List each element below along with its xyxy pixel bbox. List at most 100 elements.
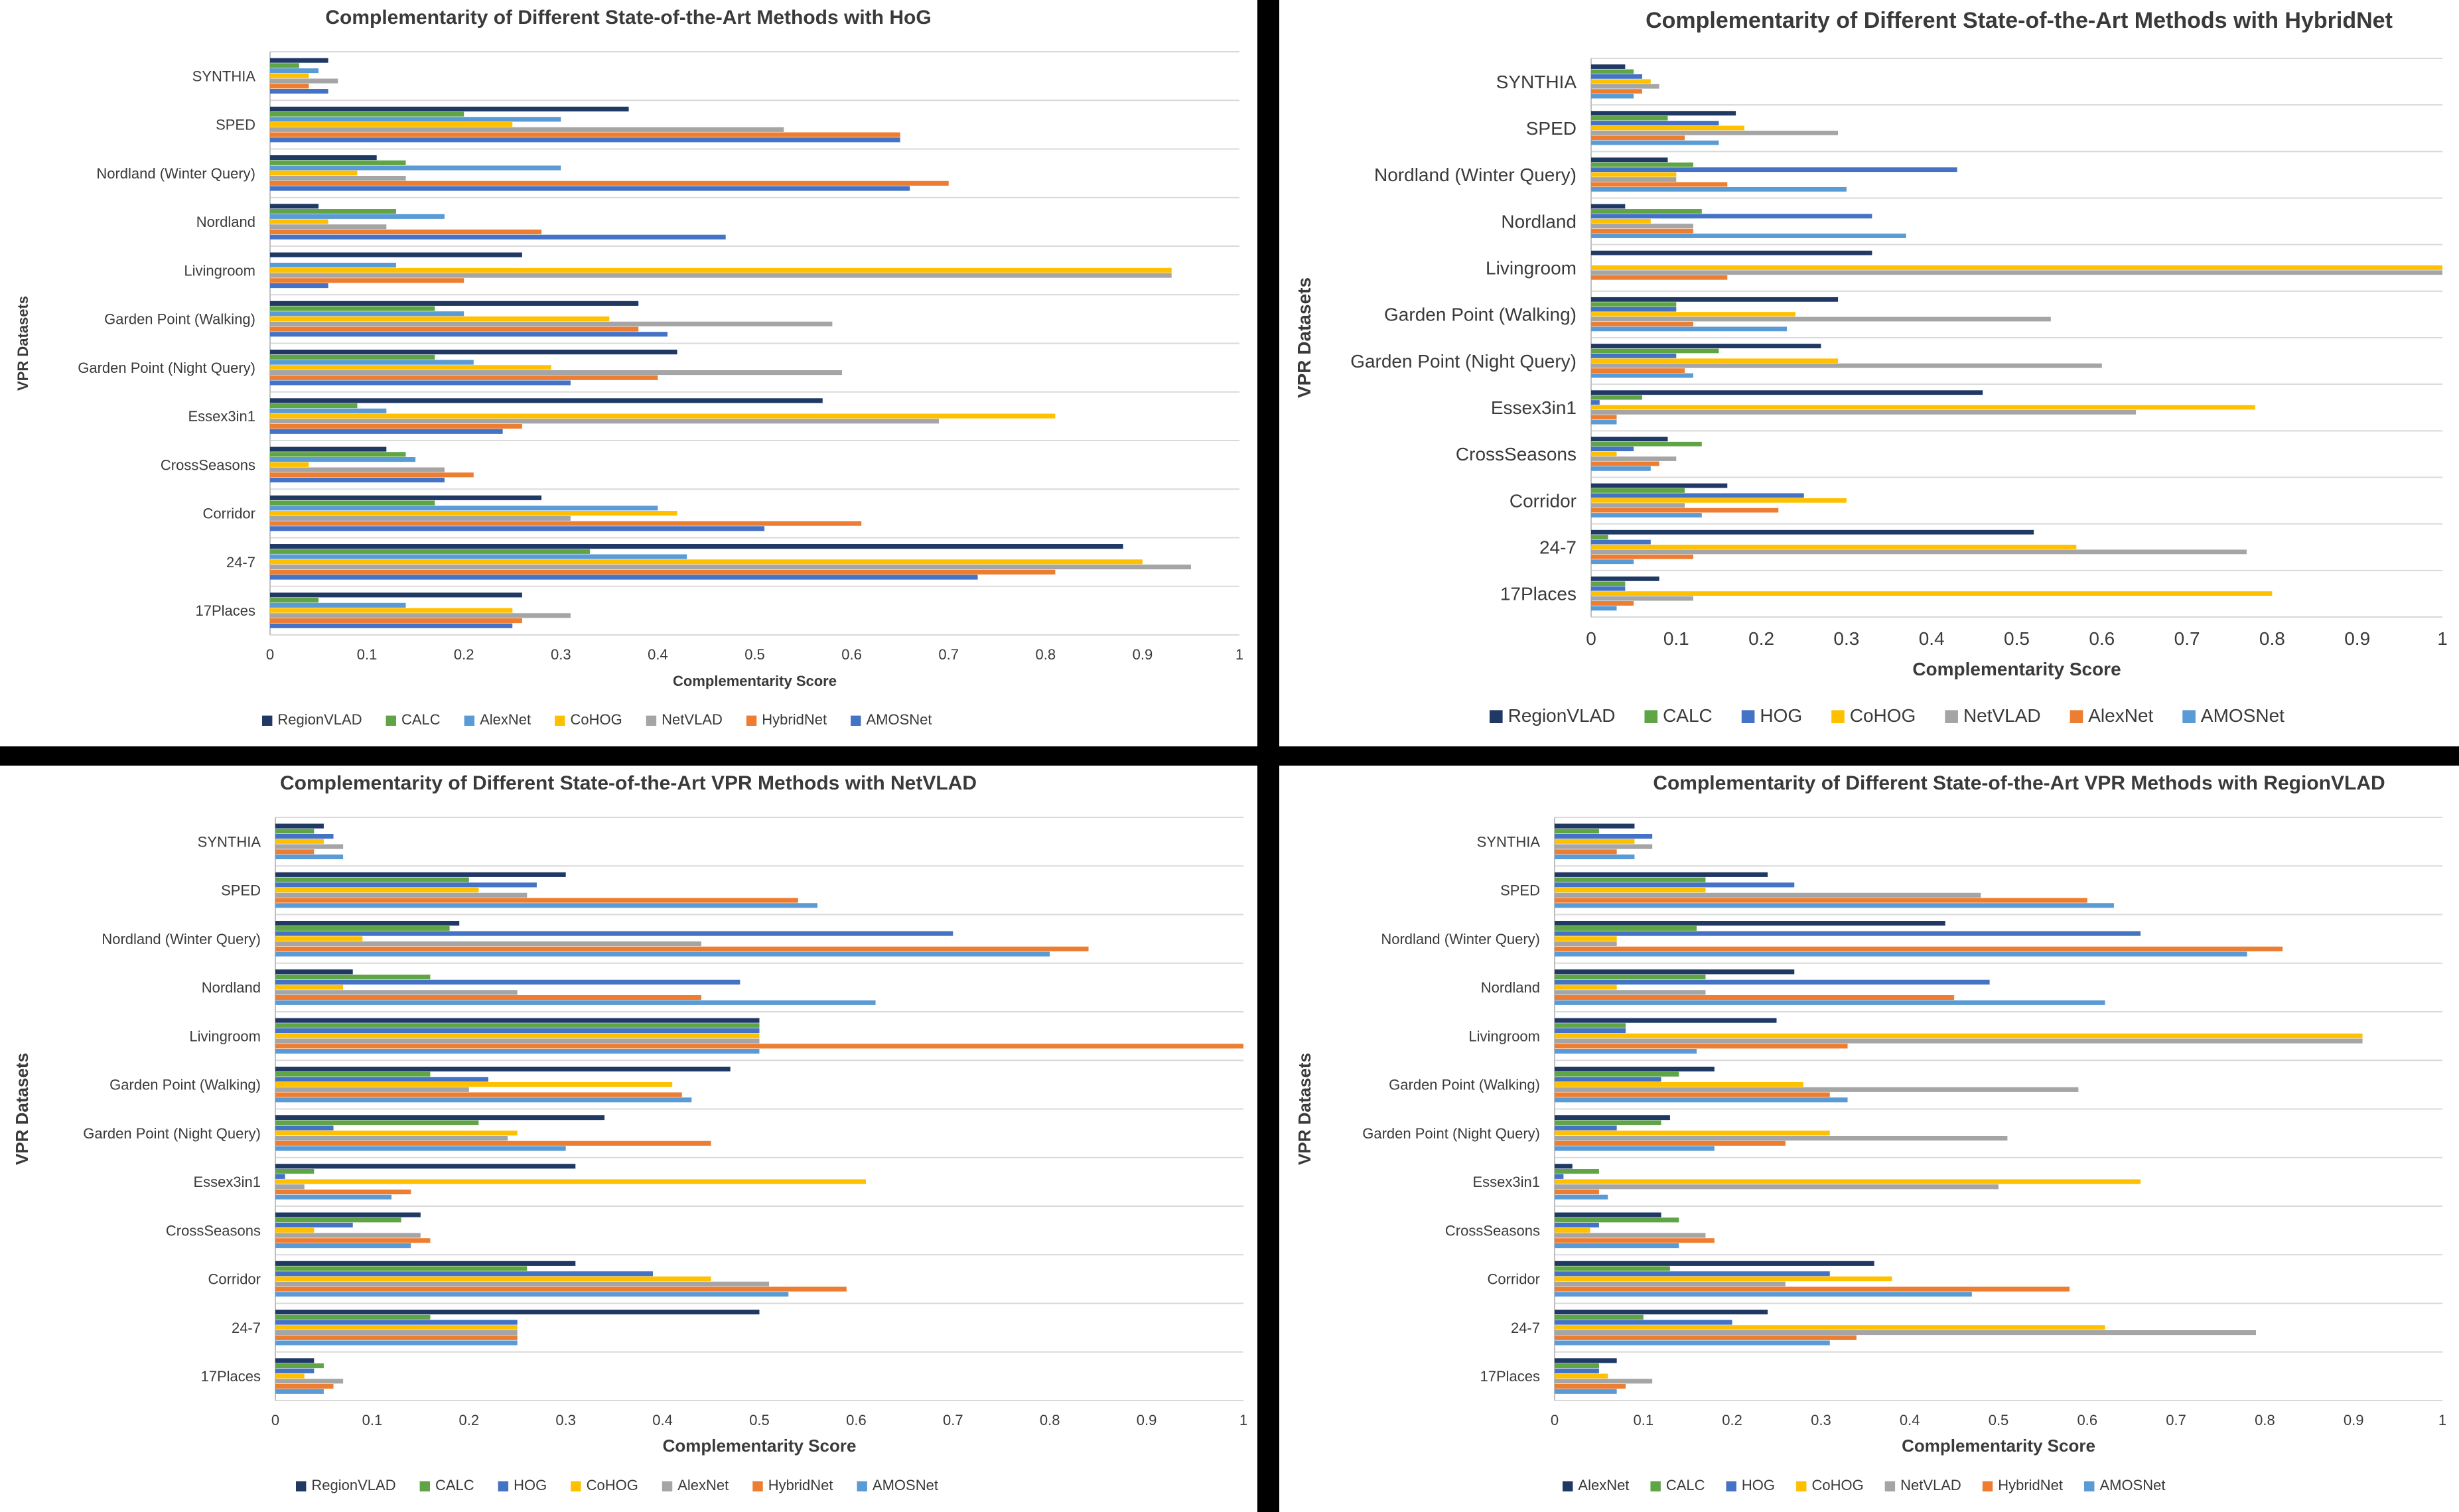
category-label: Nordland (Winter Query) bbox=[96, 165, 255, 182]
bar-regionvlad-garden-point-walking bbox=[1591, 297, 1839, 302]
legend-entry: AMOSNet bbox=[2099, 1477, 2165, 1493]
bar-netvlad-garden-point-night-query bbox=[270, 370, 842, 376]
bar-hog-garden-point-night-query bbox=[1555, 1125, 1617, 1131]
bar-hog-nordland-winter-query bbox=[1555, 931, 2141, 936]
bar-calc-essex3in1 bbox=[275, 1169, 315, 1174]
bar-cohog-17places bbox=[1555, 1373, 1608, 1379]
bar-alexnet-corridor bbox=[1555, 1261, 1874, 1266]
bar-cohog-nordland bbox=[270, 219, 328, 224]
bar-amosnet-17places bbox=[1555, 1389, 1617, 1394]
bar-hybridnet-corridor bbox=[275, 1286, 847, 1292]
bar-calc-nordland-winter-query bbox=[1591, 162, 1693, 167]
bar-alexnet-sped bbox=[275, 892, 527, 898]
x-tick-label: 1 bbox=[1235, 646, 1243, 663]
bar-netvlad-synthia bbox=[1555, 844, 1653, 849]
bar-alexnet-nordland-winter-query bbox=[1591, 182, 1728, 187]
bar-calc-nordland-winter-query bbox=[270, 160, 406, 165]
bar-regionvlad-24-7 bbox=[1591, 529, 2034, 535]
legend-swatch bbox=[646, 715, 657, 726]
bar-calc-sped bbox=[275, 877, 469, 882]
bar-regionvlad-garden-point-walking bbox=[270, 301, 639, 306]
bar-hog-livingroom bbox=[275, 1028, 760, 1034]
bar-cohog-livingroom bbox=[1555, 1033, 2363, 1038]
bar-alexnet-17places bbox=[275, 1379, 344, 1384]
bar-cohog-24-7 bbox=[1591, 545, 2077, 549]
bar-calc-sped bbox=[1555, 877, 1706, 882]
bar-regionvlad-24-7 bbox=[270, 544, 1123, 549]
bar-cohog-essex3in1 bbox=[275, 1179, 866, 1184]
chart-svg-regionvlad: Complementarity of Different State-of-th… bbox=[1295, 772, 2446, 1493]
bar-netvlad-corridor bbox=[1555, 1281, 1786, 1286]
legend-entry: RegionVLAD bbox=[311, 1477, 395, 1493]
bar-amosnet-corridor bbox=[1591, 513, 1702, 517]
bar-calc-crossseasons bbox=[270, 452, 406, 457]
legend-swatch bbox=[746, 715, 757, 726]
bar-cohog-essex3in1 bbox=[1591, 405, 2255, 410]
bar-regionvlad-24-7 bbox=[275, 1310, 760, 1315]
bar-amosnet-garden-point-night-query bbox=[275, 1146, 566, 1151]
category-label: 17Places bbox=[1500, 584, 1577, 604]
bar-amosnet-24-7 bbox=[275, 1340, 518, 1345]
bar-hybridnet-24-7 bbox=[275, 1335, 518, 1340]
bar-alexnet-synthia bbox=[1591, 89, 1642, 94]
category-label: 24-7 bbox=[232, 1320, 261, 1336]
bar-hog-essex3in1 bbox=[1591, 400, 1600, 405]
legend-swatch bbox=[555, 715, 565, 726]
bar-hog-24-7 bbox=[1591, 539, 1651, 545]
x-tick-label: 0.8 bbox=[2255, 1412, 2275, 1428]
category-label: Garden Point (Night Query) bbox=[78, 360, 255, 376]
bar-hog-nordland bbox=[1555, 979, 1990, 985]
x-tick-label: 0.8 bbox=[1040, 1412, 1060, 1428]
category-label: 17Places bbox=[200, 1368, 261, 1385]
category-label: SYNTHIA bbox=[1496, 72, 1577, 92]
bar-netvlad-17places bbox=[270, 613, 571, 618]
legend-entry: CoHOG bbox=[1850, 705, 1916, 726]
bar-alexnet-sped bbox=[1591, 135, 1685, 141]
bar-cohog-garden-point-night-query bbox=[270, 365, 551, 370]
legend-swatch bbox=[2084, 1481, 2095, 1491]
bar-calc-nordland-winter-query bbox=[275, 926, 450, 931]
bar-hog-crossseasons bbox=[275, 1223, 353, 1228]
bar-netvlad-17places bbox=[1591, 596, 1693, 601]
bar-cohog-crossseasons bbox=[1591, 451, 1617, 456]
bar-amosnet-sped bbox=[275, 903, 818, 908]
category-label: Nordland bbox=[1501, 211, 1577, 232]
category-label: CrossSeasons bbox=[1456, 444, 1577, 464]
x-tick-label: 0 bbox=[1586, 628, 1596, 649]
legend-entry: NetVLAD bbox=[1900, 1477, 1961, 1493]
category-label: Livingroom bbox=[1468, 1028, 1540, 1044]
bar-hog-17places bbox=[1591, 586, 1626, 591]
category-label: CrossSeasons bbox=[1445, 1222, 1540, 1239]
chart-panel-regionvlad: Complementarity of Different State-of-th… bbox=[1279, 766, 2459, 1512]
bar-netvlad-livingroom bbox=[270, 273, 1172, 278]
bar-alexnet-corridor bbox=[270, 506, 658, 511]
bar-cohog-nordland bbox=[275, 985, 344, 990]
x-tick-label: 0.9 bbox=[2344, 628, 2370, 649]
bar-amosnet-livingroom bbox=[270, 283, 328, 289]
x-tick-label: 0.9 bbox=[2344, 1412, 2364, 1428]
bar-alexnet-nordland bbox=[270, 214, 445, 219]
bar-amosnet-crossseasons bbox=[1591, 466, 1651, 471]
bar-amosnet-nordland bbox=[1591, 234, 1906, 238]
bar-netvlad-garden-point-night-query bbox=[1555, 1135, 2008, 1141]
bar-hybridnet-nordland bbox=[275, 995, 701, 1000]
bar-netvlad-garden-point-walking bbox=[270, 321, 833, 326]
bar-cohog-garden-point-walking bbox=[275, 1082, 673, 1087]
bar-cohog-garden-point-walking bbox=[270, 316, 610, 322]
bar-calc-essex3in1 bbox=[1555, 1169, 1599, 1174]
bar-alexnet-garden-point-night-query bbox=[1591, 368, 1685, 374]
bar-alexnet-garden-point-night-query bbox=[270, 360, 474, 365]
bar-cohog-sped bbox=[1555, 888, 1706, 893]
bar-alexnet-livingroom bbox=[1555, 1018, 1777, 1023]
bar-regionvlad-sped bbox=[275, 872, 566, 877]
y-axis-label: VPR Datasets bbox=[15, 296, 31, 391]
bar-cohog-24-7 bbox=[275, 1325, 518, 1330]
bar-hybridnet-nordland-winter-query bbox=[1555, 946, 2283, 951]
bar-alexnet-garden-point-walking bbox=[275, 1087, 469, 1092]
category-label: Garden Point (Night Query) bbox=[1362, 1125, 1540, 1142]
category-label: Corridor bbox=[208, 1271, 261, 1288]
bar-cohog-nordland bbox=[1555, 985, 1617, 990]
bar-hybridnet-nordland-winter-query bbox=[270, 180, 949, 186]
x-tick-label: 0.7 bbox=[2174, 628, 2200, 649]
x-tick-label: 0.7 bbox=[943, 1412, 963, 1428]
